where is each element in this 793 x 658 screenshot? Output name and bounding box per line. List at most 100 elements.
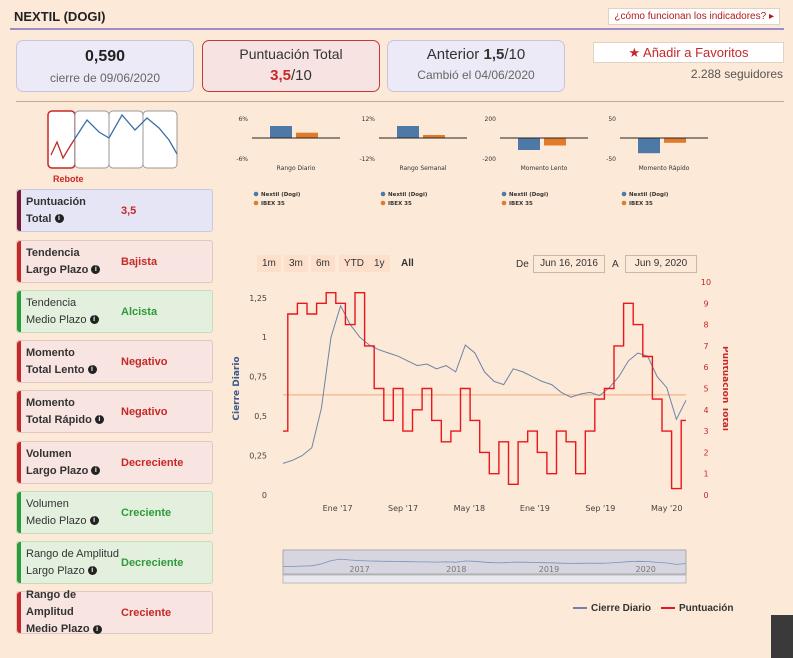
followers-count: 2.288 seguidores xyxy=(690,67,783,81)
x-tick: May '18 xyxy=(454,504,485,513)
info-icon[interactable]: i xyxy=(54,214,64,224)
info-icon[interactable]: i xyxy=(94,415,104,425)
y-right-tick: 4 xyxy=(703,406,708,415)
previous-score-caption: Cambió el 04/06/2020 xyxy=(417,68,535,82)
y-right-tick: 10 xyxy=(701,278,711,287)
indicator-label: Tendencia Medio Plazo i xyxy=(21,295,121,329)
previous-score-card: Anterior 1,5/10 Cambió el 04/06/2020 xyxy=(387,40,565,92)
navigator-year: 2017 xyxy=(349,565,369,574)
indicator-row[interactable]: Momento Total Rápido i Negativo xyxy=(16,390,213,433)
y-right-tick: 7 xyxy=(703,342,708,351)
mini-bar-ibex xyxy=(544,138,566,146)
info-icon[interactable]: i xyxy=(89,516,99,526)
indicator-value: Bajista xyxy=(121,255,158,268)
help-link-label[interactable]: ¿cómo funcionan los indicadores? xyxy=(614,11,767,22)
indicator-row[interactable]: Puntuación Total i 3,5 xyxy=(16,189,213,232)
indicator-label: Momento Total Rápido i xyxy=(21,395,121,429)
indicator-value: Creciente xyxy=(121,606,172,619)
range-button-3m[interactable]: 3m xyxy=(284,255,308,272)
indicator-row[interactable]: Rango de Amplitud Medio Plazo i Creciente xyxy=(16,589,213,635)
series-line-price xyxy=(282,304,687,464)
info-icon[interactable]: i xyxy=(87,365,97,375)
total-score-label: Puntuación Total xyxy=(239,46,343,62)
total-score-card: Puntuación Total 3,5/10 xyxy=(202,40,380,92)
y-right-tick: 5 xyxy=(703,385,708,394)
mini-ymin-label: -6% xyxy=(236,156,248,163)
mini-chart-title: Momento Lento xyxy=(521,165,568,172)
legend-price-swatch xyxy=(573,607,587,610)
range-button-ytd[interactable]: YTD xyxy=(339,255,369,272)
info-icon[interactable]: i xyxy=(91,265,101,275)
legend-score-label[interactable]: Puntuación xyxy=(679,603,734,614)
close-card: 0,590 cierre de 09/06/2020 xyxy=(16,40,194,92)
x-tick: Sep '19 xyxy=(585,504,615,513)
legend-price[interactable]: Cierre Diario xyxy=(573,603,651,614)
navigator-year: 2019 xyxy=(539,565,559,574)
date-from-input[interactable]: Jun 16, 2016 xyxy=(533,255,605,273)
mini-bar-nextil xyxy=(397,126,419,138)
indicator-label-line2: Medio Plazo xyxy=(26,514,87,527)
info-icon[interactable]: i xyxy=(89,315,99,325)
mini-ymin-label: -50 xyxy=(606,156,616,163)
date-to-label: A xyxy=(612,259,619,270)
mini-chart: 12% -12% Rango Semanal Nextil (Dogi) IBEX 35 xyxy=(359,116,467,207)
indicator-accent xyxy=(17,241,21,282)
indicator-label-line2: Medio Plazo xyxy=(26,313,87,326)
indicator-row[interactable]: Volumen Medio Plazo i Creciente xyxy=(16,491,213,534)
mini-bar-ibex xyxy=(664,138,686,143)
indicator-label: Puntuación Total i xyxy=(21,194,121,228)
indicator-label-line1: Volumen xyxy=(26,447,72,460)
mini-legend-label: Nextil (Dogi) xyxy=(261,192,301,198)
add-favorites-label[interactable]: Añadir a Favoritos xyxy=(643,45,749,60)
scroll-corner[interactable] xyxy=(771,615,793,658)
info-icon[interactable]: i xyxy=(87,566,97,576)
add-favorites-button[interactable]: ★ Añadir a Favoritos xyxy=(593,42,784,63)
plot-area xyxy=(283,282,686,495)
range-button-6m[interactable]: 6m xyxy=(311,255,335,272)
indicator-value: Negativo xyxy=(121,405,168,418)
mini-legend-label: IBEX 35 xyxy=(509,201,533,207)
indicator-row[interactable]: Tendencia Medio Plazo i Alcista xyxy=(16,290,213,333)
mini-legend-label: Nextil (Dogi) xyxy=(509,192,549,198)
indicator-row[interactable]: Momento Total Lento i Negativo xyxy=(16,340,213,383)
star-icon: ★ xyxy=(628,45,641,60)
legend-dot xyxy=(501,191,507,197)
main-chart: 0 0,25 0,5 0,75 1 1,25 0 1 2 3 4 5 6 7 8 9 10 Cierre Diar… xyxy=(232,278,728,584)
indicator-label-line2: Largo Plazo xyxy=(26,263,89,276)
indicator-label-line2: Total Rápido xyxy=(26,413,92,426)
divider xyxy=(16,101,784,102)
legend-score[interactable]: Puntuación xyxy=(661,603,733,614)
pattern-sparkline xyxy=(47,110,178,169)
range-button-1y[interactable]: 1y xyxy=(369,255,390,272)
info-icon[interactable]: i xyxy=(92,624,102,634)
indicator-label: Volumen Largo Plazo i xyxy=(21,446,121,480)
previous-score-label: Anterior xyxy=(426,46,480,63)
mini-legend-label: IBEX 35 xyxy=(261,201,285,207)
indicator-label-line2: Medio Plazo xyxy=(26,623,90,635)
indicator-row[interactable]: Rango de Amplitud Largo Plazo i Decrecient… xyxy=(16,541,213,584)
mini-bar-ibex xyxy=(296,132,318,138)
legend-dot xyxy=(501,200,507,206)
arrow-right-icon: ▸ xyxy=(768,11,774,22)
range-button-all[interactable]: All xyxy=(396,255,419,272)
x-tick: Sep '17 xyxy=(388,504,418,513)
mini-ymin-label: -200 xyxy=(482,156,496,163)
legend-dot xyxy=(380,200,386,206)
indicator-row[interactable]: Volumen Largo Plazo i Decreciente xyxy=(16,441,213,484)
date-to-input[interactable]: Jun 9, 2020 xyxy=(625,255,697,273)
legend-dot xyxy=(253,191,259,197)
total-score-value: 3,5 xyxy=(270,67,291,84)
indicator-label-line2: Largo Plazo xyxy=(26,464,89,477)
indicator-accent xyxy=(17,542,21,583)
range-button-1m[interactable]: 1m xyxy=(257,255,281,272)
indicator-value: Decreciente xyxy=(121,456,184,469)
x-tick: Ene '19 xyxy=(520,504,550,513)
navigator-scrollbar[interactable] xyxy=(282,574,687,584)
help-link[interactable]: ¿cómo funcionan los indicadores? ▸ xyxy=(608,8,780,25)
indicator-label-line1: Tendencia xyxy=(26,296,77,309)
info-icon[interactable]: i xyxy=(91,466,101,476)
y-left-tick: 0,25 xyxy=(249,452,267,461)
indicator-row[interactable]: Tendencia Largo Plazo i Bajista xyxy=(16,240,213,283)
mini-ymax-label: 12% xyxy=(362,116,376,123)
legend-price-label[interactable]: Cierre Diario xyxy=(591,603,652,614)
